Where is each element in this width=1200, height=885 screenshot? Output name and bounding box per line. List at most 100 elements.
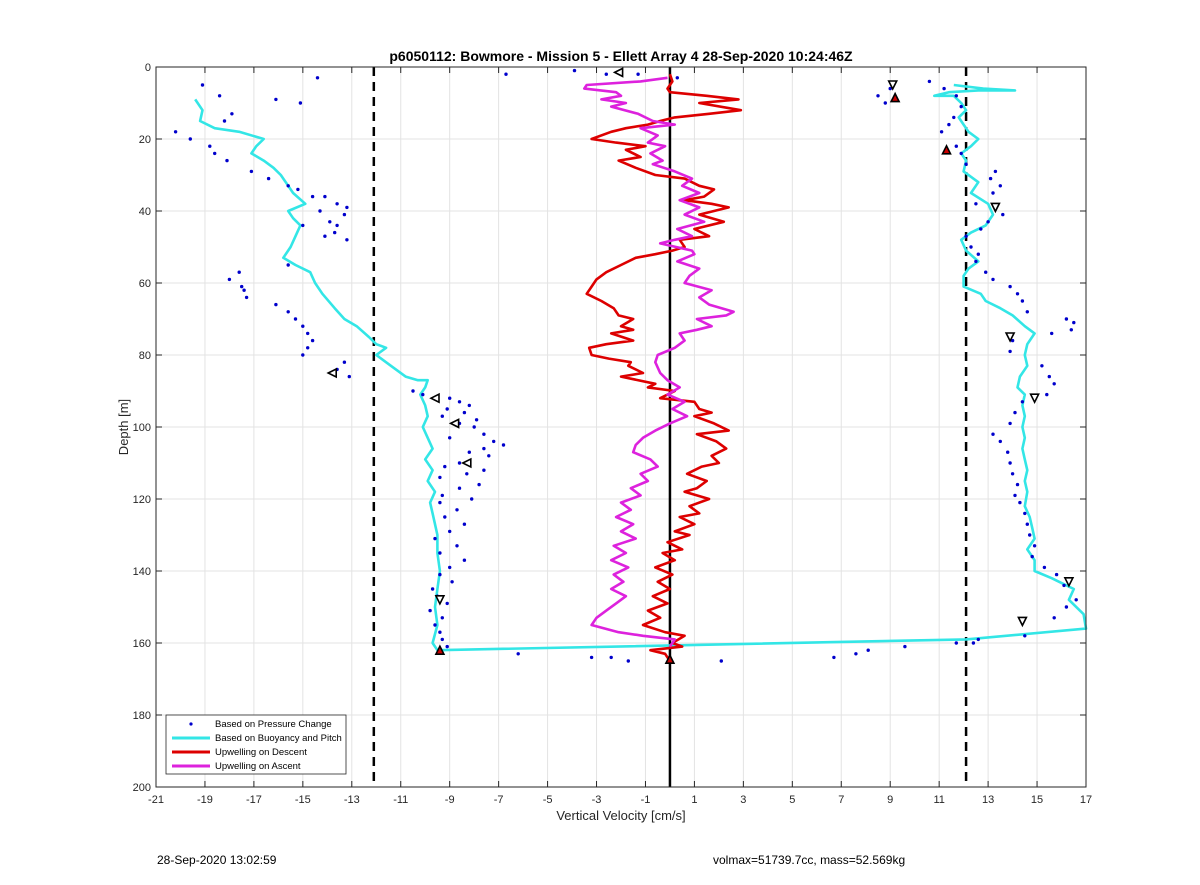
pressure-change-point: [237, 270, 241, 274]
pressure-change-point: [492, 439, 496, 444]
pressure-change-point: [323, 234, 327, 238]
pressure-change-point: [1008, 284, 1012, 289]
marker-tri-down: [887, 80, 898, 91]
pressure-change-point: [438, 475, 442, 480]
x-tick-label: 11: [933, 794, 944, 806]
pressure-change-point: [467, 403, 471, 408]
pressure-change-point: [888, 86, 892, 91]
pressure-change-point: [448, 565, 452, 570]
pressure-change-point: [342, 212, 347, 217]
pressure-change-point: [1025, 522, 1030, 526]
marker-tri-left: [429, 392, 440, 404]
pressure-change-point: [998, 184, 1002, 188]
pressure-change-point: [450, 580, 454, 584]
pressure-change-point: [328, 220, 332, 224]
legend-label-descent: Upwelling on Descent: [215, 747, 307, 758]
pressure-change-point: [572, 68, 577, 73]
pressure-change-point: [411, 389, 415, 393]
pressure-change-point: [866, 648, 870, 652]
x-tick-label: 15: [1031, 794, 1043, 806]
y-tick-label: 140: [133, 566, 151, 578]
pressure-change-point: [942, 86, 946, 91]
pressure-change-point: [472, 425, 476, 429]
pressure-change-point: [991, 277, 995, 282]
x-tick-label: -21: [148, 794, 164, 806]
pressure-change-point: [333, 230, 337, 235]
pressure-change-point: [448, 396, 452, 400]
pressure-change-point: [1015, 292, 1020, 296]
pressure-change-point: [249, 169, 254, 174]
pressure-change-point: [1042, 565, 1047, 570]
y-tick-label: 160: [133, 638, 151, 650]
series-line-upwelling-on-descent: [585, 73, 743, 662]
pressure-change-point: [213, 151, 217, 156]
y-tick-label: 40: [139, 206, 151, 218]
pressure-change-point: [504, 72, 508, 76]
footer-timestamp: 28-Sep-2020 13:02:59: [157, 853, 277, 867]
pressure-change-point: [286, 184, 290, 188]
pressure-change-point: [286, 310, 290, 314]
pressure-change-point: [1025, 310, 1030, 314]
pressure-change-point: [959, 151, 963, 156]
legend-label-buoyancy: Based on Buoyancy and Pitch: [215, 733, 342, 744]
pressure-change-point: [230, 112, 234, 116]
pressure-change-point: [991, 432, 995, 436]
marker-tri-down: [990, 202, 1001, 214]
pressure-change-point: [974, 202, 978, 206]
pressure-change-point: [225, 158, 229, 163]
pressure-change-point: [342, 360, 347, 364]
pressure-change-point: [301, 353, 305, 357]
pressure-change-point: [1020, 299, 1025, 303]
pressure-change-point: [462, 410, 467, 415]
pressure-change-point: [345, 205, 349, 210]
x-tick-label: -19: [197, 794, 213, 806]
pressure-change-point: [1023, 511, 1027, 516]
marker-tri-down: [1004, 332, 1016, 343]
pressure-change-point: [482, 468, 486, 472]
pressure-change-point: [1040, 364, 1044, 368]
pressure-change-point: [952, 115, 956, 120]
pressure-change-point: [1052, 382, 1056, 386]
pressure-change-point: [173, 130, 178, 134]
pressure-change-point: [947, 122, 951, 127]
pressure-change-point: [482, 446, 486, 451]
pressure-change-point: [609, 655, 613, 660]
pressure-change-point: [993, 169, 998, 174]
pressure-change-point: [433, 623, 437, 627]
pressure-change-point: [217, 94, 222, 98]
pressure-change-point: [457, 461, 462, 465]
pressure-change-point: [991, 191, 995, 195]
pressure-change-point: [440, 616, 444, 620]
pressure-change-point: [335, 202, 339, 206]
pressure-change-point: [443, 464, 447, 469]
x-tick-label: 7: [838, 794, 844, 806]
pressure-change-point: [971, 641, 976, 645]
x-tick-label: -1: [641, 794, 651, 806]
pressure-change-point: [487, 454, 491, 458]
pressure-change-point: [296, 187, 300, 192]
pressure-change-point: [310, 338, 315, 343]
pressure-change-point: [240, 284, 244, 289]
pressure-change-point: [604, 72, 608, 76]
y-tick-label: 120: [133, 494, 151, 506]
pressure-change-point: [462, 558, 467, 562]
x-tick-label: 1: [691, 794, 697, 806]
pressure-change-point: [1064, 605, 1069, 609]
pressure-change-point: [440, 493, 444, 498]
pressure-change-point: [1047, 374, 1052, 379]
pressure-change-point: [832, 655, 836, 660]
pressure-change-point: [1045, 392, 1049, 397]
legend-box: [165, 714, 347, 775]
legend: Based on Pressure Change Based on Buoyan…: [165, 714, 347, 775]
series-line-upwelling-on-ascent: [583, 76, 735, 648]
legend-label-pressure: Based on Pressure Change: [215, 719, 332, 730]
pressure-change-point: [854, 652, 858, 656]
chart-title: p6050112: Bowmore - Mission 5 - Ellett A…: [389, 48, 853, 64]
marker-tri-left: [612, 67, 624, 78]
pressure-change-point: [1008, 349, 1012, 354]
pressure-change-point: [477, 482, 481, 487]
pressure-change-point: [1052, 616, 1056, 620]
pressure-change-point: [1020, 400, 1025, 404]
pressure-change-point: [345, 238, 349, 242]
